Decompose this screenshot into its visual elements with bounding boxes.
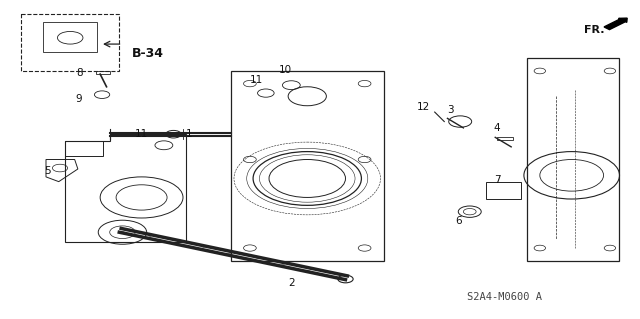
- Text: 9: 9: [76, 94, 83, 104]
- Text: 12: 12: [417, 102, 430, 112]
- Text: 11: 11: [135, 129, 148, 139]
- Bar: [20, 14, 119, 71]
- Text: 4: 4: [494, 123, 500, 133]
- Text: B-34: B-34: [132, 47, 164, 60]
- FancyArrow shape: [604, 18, 627, 30]
- Bar: [497, 137, 513, 140]
- Text: S2A4-M0600 A: S2A4-M0600 A: [467, 292, 542, 302]
- Text: 1: 1: [186, 129, 193, 139]
- Text: 8: 8: [76, 69, 83, 78]
- Bar: [43, 22, 97, 52]
- Text: 11: 11: [250, 75, 263, 85]
- Text: 2: 2: [288, 278, 294, 288]
- Text: 10: 10: [278, 65, 291, 75]
- Text: 3: 3: [447, 106, 454, 115]
- Text: 5: 5: [44, 166, 51, 175]
- Bar: [96, 71, 109, 74]
- Text: 7: 7: [494, 175, 500, 185]
- Text: 6: 6: [456, 216, 462, 226]
- Bar: [65, 141, 103, 156]
- Text: FR.: FR.: [584, 25, 605, 35]
